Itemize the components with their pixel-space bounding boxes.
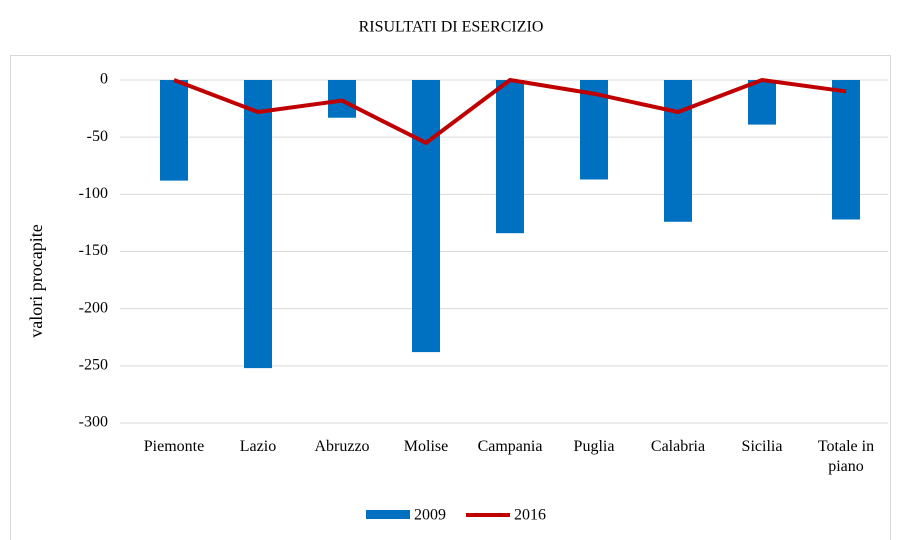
bar: [160, 80, 188, 181]
bar: [832, 80, 860, 220]
legend-label: 2009: [414, 507, 446, 524]
line: [173, 78, 847, 145]
x-tick-label: Calabria: [650, 438, 706, 455]
x-tick-label: Piemonte: [143, 438, 205, 455]
y-tick-label: -200: [79, 299, 108, 316]
x-tick-label: Sicilia: [741, 438, 783, 455]
y-tick-label: -250: [79, 357, 108, 374]
chart-title: RISULTATI DI ESERCIZIO: [359, 19, 544, 36]
x-tick-label: Lazio: [239, 438, 277, 455]
legend-label: 2016: [514, 507, 546, 524]
y-axis-label: valori procapite: [26, 224, 46, 337]
x-tick-label: Campania: [477, 438, 543, 455]
x-tick-label: Abruzzo: [314, 438, 370, 455]
x-tick-label: Puglia: [573, 438, 615, 455]
bar: [496, 80, 524, 234]
chart-border: [10, 55, 891, 540]
bar: [664, 80, 692, 222]
x-tick-label: Totale in piano: [817, 438, 875, 475]
y-tick-label: -150: [79, 242, 108, 259]
legend-swatch: [366, 510, 410, 519]
x-tick-label: Molise: [403, 438, 449, 455]
y-tick-label: -100: [79, 185, 108, 202]
y-tick-label: 0: [100, 71, 108, 88]
bar: [412, 80, 440, 353]
y-tick-label: -50: [87, 128, 108, 145]
bar: [244, 80, 272, 369]
bar: [748, 80, 776, 125]
y-tick-label: -300: [79, 414, 108, 431]
